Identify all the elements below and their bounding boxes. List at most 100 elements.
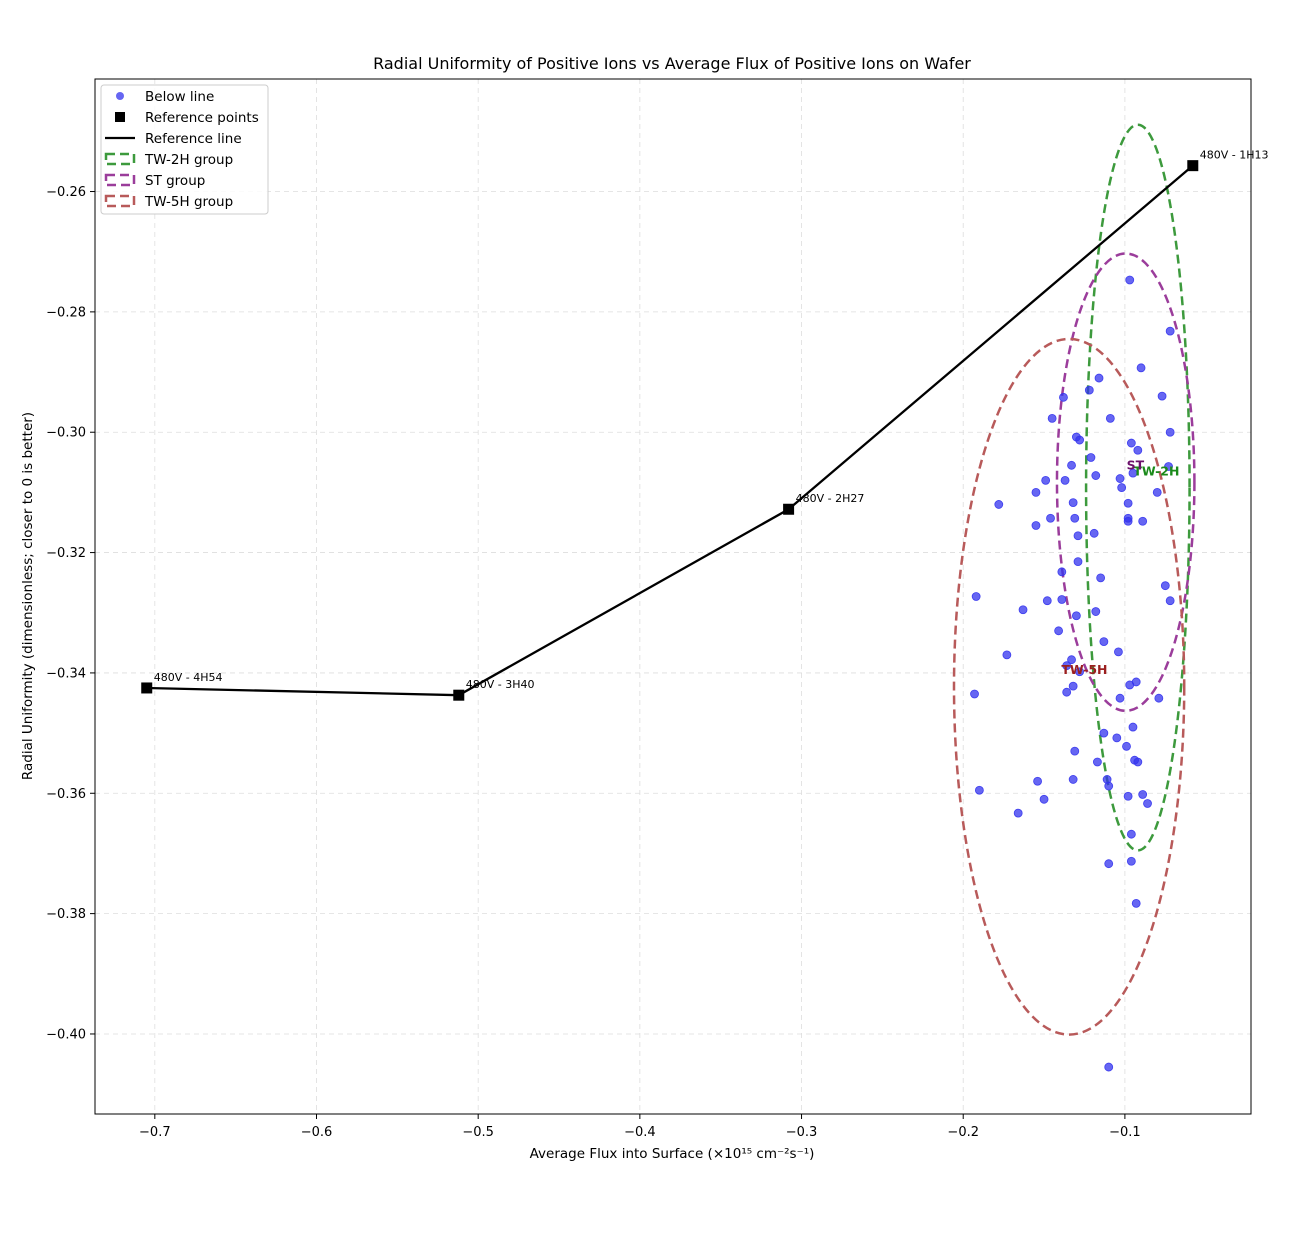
x-tick-label: −0.6 [301, 1125, 333, 1140]
group-label-tw-5h: TW-5H [1061, 662, 1107, 677]
data-point [1068, 498, 1078, 508]
data-point [1093, 757, 1102, 767]
data-point [1152, 487, 1162, 497]
legend-label: Below line [145, 89, 214, 105]
data-point [1128, 468, 1138, 478]
data-point [1042, 596, 1052, 606]
x-tick-label: −0.7 [139, 1125, 171, 1140]
y-tick-label: −0.26 [46, 185, 86, 200]
legend-label: TW-5H group [144, 194, 233, 210]
data-point [1013, 808, 1023, 818]
data-point [1071, 611, 1081, 621]
data-point [1075, 435, 1085, 445]
data-point [1157, 391, 1167, 401]
y-tick-label: −0.28 [46, 305, 86, 320]
data-point [1054, 626, 1064, 636]
data-point [1073, 531, 1083, 541]
x-axis-label: Average Flux into Surface (×10¹⁵ cm⁻²s⁻¹… [530, 1146, 815, 1162]
reference-point [453, 689, 465, 701]
data-point [1136, 363, 1146, 373]
data-point [1154, 693, 1164, 703]
data-point [1070, 513, 1080, 523]
data-point [1033, 776, 1042, 786]
reference-point [1187, 160, 1199, 172]
group-label-tw-2h: TW-2H [1133, 463, 1179, 478]
legend-marker-tw-5h-group [104, 194, 136, 208]
plot-frame [94, 78, 1252, 1115]
data-point [1123, 498, 1133, 508]
group-label-st: ST [1127, 457, 1145, 472]
chart-title: Radial Uniformity of Positive Ions vs Av… [373, 54, 971, 73]
data-point [1062, 661, 1072, 671]
reference-line-layer [146, 164, 1194, 697]
data-point [1114, 647, 1123, 657]
data-point [1104, 859, 1114, 869]
data-point [1131, 898, 1141, 908]
data-point [1031, 521, 1041, 530]
data-point [1075, 667, 1085, 677]
data-point [1138, 790, 1148, 799]
legend-marker-below-line [116, 92, 124, 100]
reference-point-label: 480V - 1H13 [1200, 149, 1269, 162]
data-point [1123, 791, 1133, 801]
x-tick-label: −0.5 [462, 1125, 494, 1140]
data-point [1115, 693, 1125, 703]
group-ellipse-tw-5h [952, 337, 1186, 1036]
reference-point-label: 480V - 3H40 [466, 678, 535, 691]
data-point [1094, 373, 1104, 383]
group-ellipse-tw-2h [1084, 123, 1191, 852]
data-point [1067, 460, 1076, 470]
data-point [1164, 462, 1173, 471]
legend-label: Reference points [145, 110, 259, 126]
group-ellipses [952, 123, 1196, 1036]
data-point [994, 500, 1004, 509]
y-tick-label: −0.38 [46, 907, 86, 922]
legend-label: Reference line [145, 131, 242, 147]
data-point [1047, 413, 1057, 423]
data-point [1126, 856, 1136, 866]
legend: Below line Reference points Reference line… [100, 84, 269, 215]
y-axis-ticks: −0.26 −0.28 −0.30 −0.32 −0.34 −0.36 −0.38 −0.40 [46, 185, 95, 1042]
data-point [1002, 650, 1012, 660]
y-tick-label: −0.34 [46, 666, 86, 681]
data-point [1099, 637, 1109, 647]
grid-lines [95, 79, 1251, 1114]
data-point [1165, 326, 1175, 336]
data-point [1068, 681, 1078, 691]
data-point [974, 785, 984, 795]
data-point [970, 689, 979, 699]
x-tick-label: −0.4 [624, 1125, 656, 1140]
data-point [971, 592, 981, 601]
data-point [1068, 775, 1078, 784]
data-point [1104, 1062, 1114, 1072]
reference-point-label: 480V - 2H27 [796, 492, 865, 505]
x-tick-label: −0.3 [786, 1125, 818, 1140]
data-point [1046, 513, 1055, 523]
data-point [1091, 471, 1101, 480]
data-point [1123, 516, 1133, 526]
legend-box [100, 84, 269, 215]
data-point [1057, 567, 1067, 577]
data-point [1105, 413, 1115, 423]
data-point [1067, 655, 1076, 665]
data-point [1165, 596, 1175, 606]
y-tick-label: −0.40 [46, 1027, 86, 1042]
data-point [1073, 557, 1083, 566]
data-point [1059, 392, 1068, 402]
y-tick-label: −0.36 [46, 787, 86, 802]
scatter-points [970, 275, 1175, 1072]
data-point [1089, 528, 1099, 538]
y-axis-label: Radial Uniformity (dimensionless; closer… [20, 412, 36, 780]
reference-points-layer [141, 160, 1199, 701]
data-point [1070, 746, 1080, 756]
reference-point-label: 480V - 4H54 [154, 671, 223, 684]
legend-label: TW-2H group [144, 152, 233, 168]
reference-point [141, 682, 153, 694]
data-point [1104, 781, 1114, 791]
data-point [1133, 757, 1143, 767]
data-point [1112, 733, 1122, 743]
data-point [1086, 453, 1096, 462]
data-point [1133, 445, 1143, 455]
